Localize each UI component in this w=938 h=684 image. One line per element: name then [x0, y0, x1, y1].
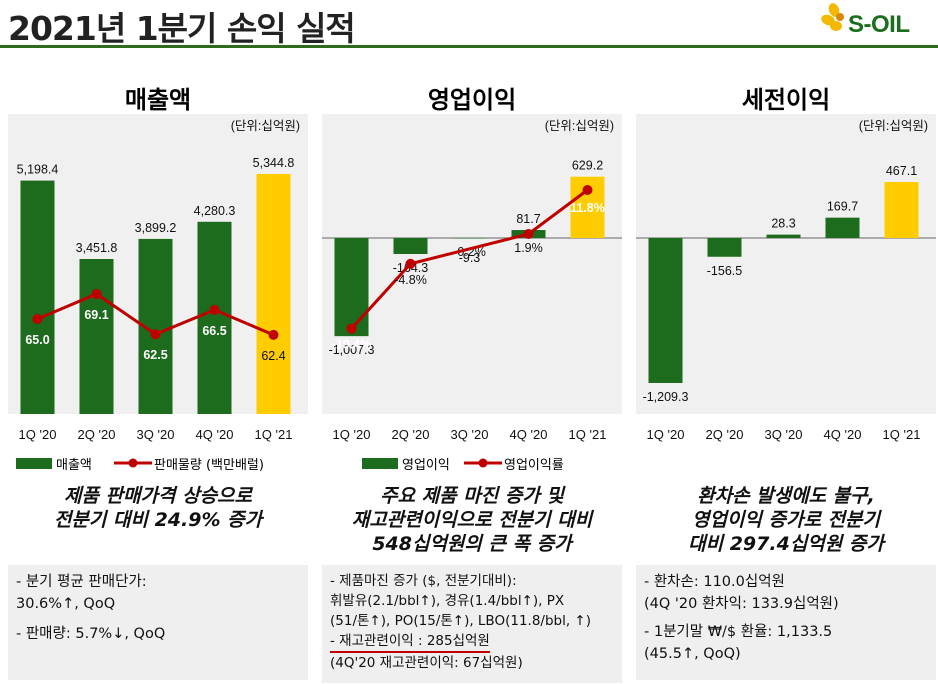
bar-value-label: 169.7 — [827, 200, 858, 214]
header-divider — [0, 45, 938, 48]
bar-value-label: 5,198.4 — [17, 163, 59, 177]
x-tick-label: 1Q '20 — [333, 427, 371, 442]
bar-value-label: 629.2 — [572, 159, 603, 173]
bar-value-label: -1,007.3 — [329, 343, 375, 357]
bar-1Q '21 — [884, 182, 919, 238]
bar-2Q '20 — [707, 238, 742, 257]
line-value-label: 69.1 — [84, 308, 108, 322]
operating-income-chart: (단위:십억원)-1,007.3-164.3-0.2%81.7629.2-19.… — [322, 119, 622, 357]
bar-4Q '20 — [197, 221, 232, 414]
summary-text: 환차손 발생에도 불구, 영업이익 증가로 전분기 대비 297.4십억원 증가 — [688, 485, 884, 555]
note-box: - 제품마진 증가 ($, 전분기대비): 휘발유(2.1/bbl↑), 경유(… — [322, 565, 622, 683]
line-value-label: 62.5 — [143, 348, 167, 362]
x-tick-label: 1Q '20 — [19, 427, 57, 442]
line-value-label: 62.4 — [261, 349, 285, 363]
bar-3Q '20 — [766, 234, 801, 238]
x-tick-label: 1Q '21 — [569, 427, 607, 442]
panel-title: 매출액 — [124, 86, 192, 114]
legend-line-label: 영업이익률 — [504, 458, 564, 473]
bar-2Q '20 — [79, 259, 114, 414]
x-tick-label: 2Q '20 — [706, 427, 744, 442]
chart-area: (단위:십억원) -1,209.3 -156.5 28.3 169.7 467.1 — [636, 114, 936, 414]
summary-text: 제품 판매가격 상승으로 전분기 대비 24.9% 증가 — [53, 485, 263, 531]
x-axis-labels: 1Q '20 2Q '20 3Q '20 4Q '20 1Q '21 — [647, 427, 921, 442]
unit-label: (단위:십억원) — [545, 119, 614, 133]
bar-value-label: -0.2% — [453, 245, 486, 259]
sunflower-icon — [821, 3, 844, 31]
legend-bar-swatch — [362, 458, 398, 469]
chart-legend: 매출액 판매물량 (백만배럴) — [8, 454, 308, 473]
legend-bar-label: 매출액 — [56, 458, 92, 473]
line-value-label: 1.9% — [514, 241, 543, 255]
bar-value-label: 5,344.8 — [253, 156, 295, 170]
bar-4Q '20 — [825, 217, 860, 238]
bar-1Q '20 — [20, 180, 55, 414]
bar-value-label: -1,209.3 — [643, 390, 689, 404]
line-value-label: -9.3 — [459, 251, 481, 265]
logo-text: S-OIL — [848, 11, 910, 38]
bar-value-label: 4,280.3 — [194, 204, 236, 218]
s-oil-logo: S-OIL — [820, 2, 930, 42]
x-tick-label: 3Q '20 — [137, 427, 175, 442]
line-point — [346, 323, 357, 334]
bar-3Q '20 — [452, 238, 487, 239]
x-axis-labels: 1Q '20 2Q '20 3Q '20 4Q '20 1Q '21 — [333, 427, 607, 442]
line-point — [268, 329, 279, 340]
x-tick-label: 3Q '20 — [451, 427, 489, 442]
note-box: - 환차손: 110.0십억원 (4Q '20 환차익: 133.9십억원) -… — [636, 565, 936, 680]
legend-bar-label: 영업이익 — [402, 458, 450, 473]
line-point — [405, 258, 416, 269]
legend-bar-swatch — [16, 458, 52, 469]
bar-2Q '20 — [393, 238, 428, 255]
line-point — [150, 329, 161, 340]
x-tick-label: 4Q '20 — [824, 427, 862, 442]
bar-value-label: -156.5 — [707, 264, 742, 278]
bar-value-label: 467.1 — [886, 164, 917, 178]
x-tick-label: 1Q '20 — [647, 427, 685, 442]
chart-area: (단위:십억원) 5,198.4 3,451.8 3,899.2 4,280.3 5,34… — [8, 114, 308, 414]
line-value-label: 66.5 — [202, 324, 226, 338]
series-line — [350, 188, 589, 330]
summary-text: 주요 제품 마진 증가 및 재고관련이익으로 전분기 대비 548십억원의 큰 … — [351, 485, 593, 555]
x-tick-label: 2Q '20 — [78, 427, 116, 442]
legend-line-swatch — [114, 458, 152, 468]
bar-value-label: 28.3 — [771, 217, 795, 231]
line-point — [523, 229, 534, 239]
page-title: 2021년 1분기 손익 실적 — [8, 9, 356, 48]
bar-1Q '21 — [256, 174, 291, 414]
x-tick-label: 4Q '20 — [510, 427, 548, 442]
bar-value-label: 3,899.2 — [135, 221, 177, 235]
pretax-income-chart: (단위:십억원) -1,209.3 -156.5 28.3 169.7 467.1 — [636, 119, 936, 404]
revenue-chart: (단위:십억원) 5,198.4 3,451.8 3,899.2 4,280.3 5,34… — [17, 119, 300, 414]
x-tick-label: 2Q '20 — [392, 427, 430, 442]
x-tick-label: 3Q '20 — [765, 427, 803, 442]
x-tick-label: 4Q '20 — [196, 427, 234, 442]
legend-line-swatch — [464, 458, 502, 468]
bar-value-label: 3,451.8 — [76, 241, 118, 255]
line-point — [91, 289, 102, 299]
bar-1Q '20 — [648, 238, 683, 383]
line-value-label: 11.8% — [570, 201, 605, 215]
panel-title: 영업이익 — [427, 86, 517, 114]
inventory-gain-note: - 재고관련이익 : 285십억원 — [330, 631, 490, 653]
bar-value-label: 81.7 — [516, 212, 540, 226]
line-point — [582, 185, 593, 195]
x-tick-label: 1Q '21 — [883, 427, 921, 442]
panel-title: 세전이익 — [741, 86, 831, 114]
legend-line-label: 판매물량 (백만배럴) — [154, 458, 264, 473]
line-point — [32, 314, 43, 324]
line-value-label: 65.0 — [25, 333, 49, 347]
line-point — [209, 304, 220, 315]
chart-legend: 영업이익 영업이익률 — [322, 454, 622, 473]
bar-1Q '20 — [334, 238, 369, 337]
unit-label: (단위:십억원) — [859, 119, 928, 133]
x-tick-label: 1Q '21 — [255, 427, 293, 442]
x-axis-labels: 1Q '20 2Q '20 3Q '20 4Q '20 1Q '21 — [19, 427, 293, 442]
line-value-label: -4.8% — [394, 273, 427, 287]
note-box: - 분기 평균 판매단가: 30.6%↑, QoQ - 판매량: 5.7%↓, … — [8, 565, 308, 680]
line-value-label: -19.4% — [332, 338, 372, 352]
unit-label: (단위:십억원) — [231, 119, 300, 133]
chart-area: (단위:십억원)-1,007.3-164.3-0.2%81.7629.2-19.… — [322, 114, 622, 414]
